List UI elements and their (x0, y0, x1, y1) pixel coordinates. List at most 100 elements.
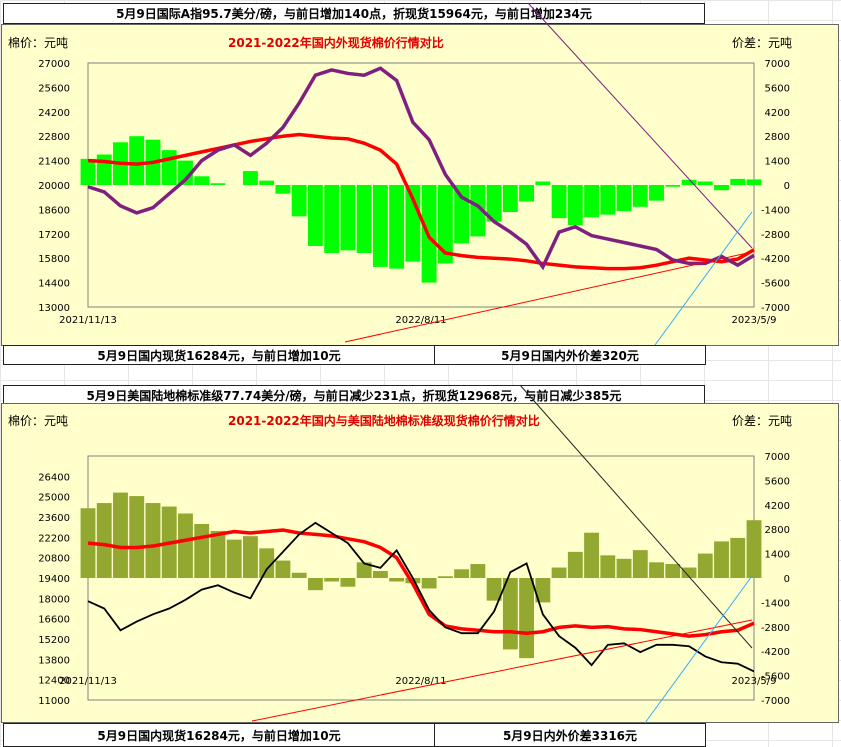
left-tick-label: 18000 (38, 594, 70, 605)
spread-bar (600, 185, 616, 215)
spread-bar (275, 185, 291, 194)
chart2-plot: 11000 12400 13800 15200 16600 18000 19400 20800… (38, 452, 790, 707)
right-tick-label: 5600 (765, 83, 790, 94)
spread-bar (340, 578, 356, 587)
spread-bar (340, 185, 356, 251)
spread-bar (519, 185, 535, 202)
spread-bar (730, 178, 746, 185)
spread-bar (324, 578, 340, 582)
left-tick-label: 20000 (38, 181, 70, 192)
left-tick-label: 26400 (38, 472, 70, 483)
spread-bar (356, 562, 372, 578)
right-tick-label: -7000 (761, 303, 790, 314)
right-tick-label: -5600 (761, 279, 790, 290)
spread-bar (226, 539, 242, 578)
right-tick-label: 1400 (765, 550, 790, 561)
spread-bar (80, 158, 96, 185)
spread-bar (80, 508, 96, 578)
spread-bar (454, 569, 470, 578)
left-tick-label: 13800 (38, 655, 70, 666)
left-tick-label: 17200 (38, 230, 70, 241)
left-tick-label: 18600 (38, 205, 70, 216)
left-tick-label: 11000 (38, 696, 70, 707)
right-tick-label: -1400 (761, 205, 790, 216)
spread-bar (113, 492, 128, 578)
left-tick-label: 22200 (38, 533, 70, 544)
spread-bar (372, 571, 388, 578)
x-tick-label: 2021/11/13 (59, 315, 117, 326)
chart1-title: 2021-2022年国内外现货棉价行情对比 (228, 36, 444, 50)
spread-bar (697, 181, 713, 185)
x-tick-label: 2023/5/9 (732, 315, 777, 326)
spread-bar (454, 185, 470, 244)
spread-bar (194, 523, 210, 578)
spread-bar (502, 578, 518, 650)
left-tick-label: 27000 (38, 59, 70, 70)
spread-bar (129, 136, 145, 185)
spread-bar (746, 520, 762, 578)
spread-bar (665, 564, 681, 578)
spread-bar (470, 185, 486, 237)
left-tick-label: 20800 (38, 554, 70, 565)
spread-bar (600, 555, 616, 578)
spread-bar (96, 503, 112, 578)
chart2-title: 2021-2022年国内与美国陆地棉标准级现货棉价行情对比 (228, 414, 540, 428)
spread-bar (697, 553, 713, 578)
spread-bar (389, 185, 405, 269)
left-tick-label: 25000 (38, 493, 70, 504)
spread-bar (421, 578, 437, 589)
spread-bar (665, 185, 681, 187)
right-tick-label: -4200 (761, 647, 790, 658)
spread-bar (291, 572, 307, 578)
right-tick-label: 2800 (765, 525, 790, 536)
spread-bar (632, 550, 648, 578)
spread-bar (616, 185, 632, 212)
footer-domestic-2: 5月9日国内现货16284元，与前日增加10元 (3, 723, 435, 747)
spread-bar (324, 185, 340, 253)
spread-bar (486, 185, 502, 222)
left-tick-label: 15800 (38, 254, 70, 265)
spread-bar (210, 183, 226, 185)
spread-bar (372, 185, 388, 267)
spread-bar (649, 185, 664, 201)
chart-panel-1: 棉价：元吨 2021-2022年国内外现货棉价行情对比 价差：元吨 13000 1… (1, 24, 839, 346)
spread-bar (714, 185, 729, 191)
right-tick-label: 7000 (765, 452, 790, 463)
spread-bar (129, 496, 145, 578)
spread-bar (714, 541, 729, 578)
chart-panel-2: 棉价：元吨 2021-2022年国内与美国陆地棉标准级现货棉价行情对比 价差：元… (1, 403, 839, 723)
right-tick-label: 5600 (765, 476, 790, 487)
x-tick-label: 2021/11/13 (59, 676, 117, 687)
spread-bar (535, 181, 551, 185)
spread-bar (584, 185, 599, 218)
right-tick-label: -7000 (761, 696, 790, 707)
left-tick-label: 13000 (38, 303, 70, 314)
right-tick-label: -2800 (761, 230, 790, 241)
right-tick-label: 2800 (765, 132, 790, 143)
spread-bar (145, 503, 161, 578)
spread-bar (681, 567, 697, 578)
spread-bar (746, 179, 762, 185)
x-tick-label: 2022/8/11 (395, 676, 446, 687)
spread-bar (210, 530, 226, 578)
spread-bar (437, 576, 453, 578)
spread-bar (551, 185, 567, 219)
header-a-index: 5月9日国际A指95.7美分/磅，与前日增加140点，折现货15964元，与前日… (3, 3, 705, 24)
spread-bar (194, 176, 210, 185)
spread-bar (567, 185, 583, 226)
chart2-left-axis-label: 棉价：元吨 (8, 414, 69, 428)
spread-bar (649, 562, 664, 578)
left-tick-label: 24200 (38, 108, 70, 119)
spread-bar (437, 185, 453, 264)
right-tick-label: 4200 (765, 501, 790, 512)
spread-bar (291, 185, 307, 217)
right-tick-label: -1400 (761, 598, 790, 609)
left-tick-label: 16600 (38, 615, 70, 626)
spread-bar (356, 185, 372, 253)
spread-bar (470, 564, 486, 578)
chart1-plot: 13000 14400 15800 17200 18600 20000 21400 22800… (38, 59, 790, 326)
spread-bar (259, 548, 275, 578)
left-tick-label: 19400 (38, 574, 70, 585)
spread-bar (275, 560, 291, 578)
right-tick-label: 4200 (765, 108, 790, 119)
